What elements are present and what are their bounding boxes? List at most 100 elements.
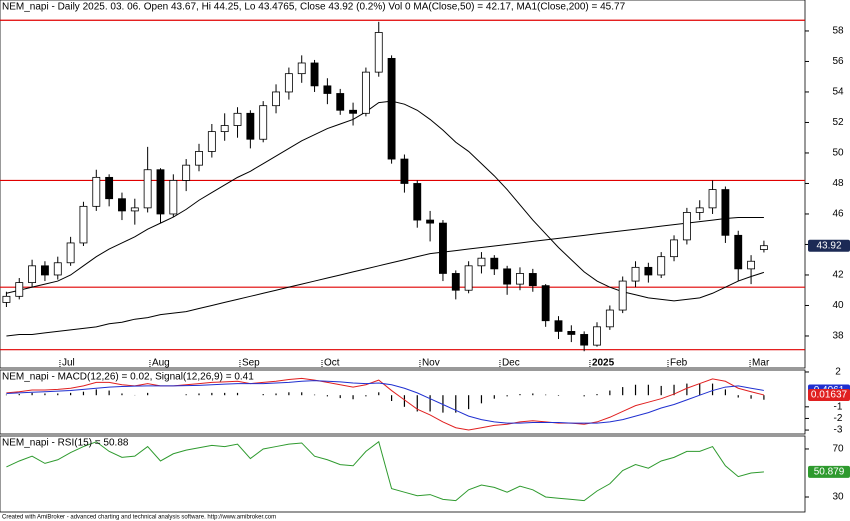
candle-body <box>490 257 499 270</box>
indicator-line <box>6 380 765 424</box>
candle-body <box>451 273 460 291</box>
candle-body <box>310 62 319 87</box>
candle-body <box>28 265 37 283</box>
candle-body <box>118 198 126 212</box>
pane <box>0 435 806 513</box>
candle-body <box>361 71 370 114</box>
y-tick-label: 46 <box>832 209 844 220</box>
candle-body <box>670 239 678 258</box>
x-tick-label: Oct <box>324 358 340 369</box>
pane-title: NEM_napi - MACD(12,26) = 0.02, Signal(12… <box>2 372 254 383</box>
y-tick-label: 40 <box>832 300 844 311</box>
candle-body <box>220 125 229 133</box>
candle-body <box>246 112 255 140</box>
candle-body <box>759 245 768 250</box>
x-tick-label: Sep <box>242 358 260 369</box>
x-tick-label: Nov <box>422 358 440 369</box>
candle-body <box>747 260 756 270</box>
indicator-line <box>6 440 764 502</box>
candle-body <box>130 207 139 212</box>
y-tick-label: 54 <box>832 87 844 98</box>
candle-body <box>323 85 332 94</box>
y-tick-label: 2 <box>835 367 841 378</box>
y-tick-label: 38 <box>832 331 844 342</box>
value-tag-label: 0.01637 <box>811 390 848 401</box>
candle-body <box>207 131 216 152</box>
candle-body <box>503 268 512 285</box>
candle-body <box>233 112 242 126</box>
candle-body <box>605 309 614 328</box>
y-tick-label: -2 <box>834 413 843 424</box>
candle-body <box>15 282 24 297</box>
y-tick-label: 30 <box>832 492 844 503</box>
candle-body <box>2 295 11 303</box>
candle-body <box>41 265 49 276</box>
candle-body <box>143 169 152 209</box>
candle-body <box>169 180 178 215</box>
candle-body <box>53 262 62 276</box>
candle-body <box>105 176 114 200</box>
candle-body <box>92 176 101 207</box>
candle-body <box>695 207 704 213</box>
candle-body <box>182 164 191 181</box>
candle-body <box>618 280 627 311</box>
moving-average <box>6 216 764 337</box>
moving-average <box>6 100 765 302</box>
candle-body <box>464 265 473 291</box>
candle-body <box>66 242 75 264</box>
candle-body <box>567 330 576 335</box>
y-tick-label: -3 <box>834 425 843 436</box>
candle-body <box>593 326 601 346</box>
candle-body <box>426 219 435 224</box>
candle-body <box>644 266 653 276</box>
candle-body <box>657 256 666 276</box>
x-tick-label: 2025 <box>592 358 615 369</box>
candle-body <box>682 212 691 241</box>
candle-body <box>413 183 422 221</box>
candle-body <box>336 93 345 111</box>
y-tick-label: 52 <box>832 117 844 128</box>
candle-body <box>374 32 383 73</box>
pane <box>0 369 806 435</box>
candle-body <box>259 105 268 140</box>
candle-body <box>580 334 589 346</box>
candle-body <box>477 257 486 267</box>
candle-body <box>516 273 524 285</box>
candle-body <box>387 58 396 160</box>
candle-body <box>297 62 306 75</box>
y-tick-label: 42 <box>832 270 844 281</box>
candle-body <box>631 266 640 282</box>
y-tick-label: -1 <box>834 401 843 412</box>
candle-body <box>156 169 165 215</box>
x-tick-label: Feb <box>670 358 688 369</box>
candle-body <box>554 320 563 332</box>
y-tick-label: 70 <box>832 444 844 455</box>
y-tick-label: 58 <box>832 26 844 37</box>
value-tag <box>808 389 850 402</box>
x-tick-label: Mar <box>752 358 770 369</box>
y-tick-label: 50 <box>832 148 844 159</box>
candle-body <box>721 189 730 236</box>
candle-body <box>79 205 88 244</box>
candle-body <box>400 158 409 184</box>
candle-body <box>272 91 280 107</box>
pane-title: NEM_napi - Daily 2025. 03. 06. Open 43.6… <box>2 2 626 13</box>
candle-body <box>349 109 358 114</box>
candle-body <box>439 222 447 274</box>
x-tick-label: Aug <box>152 358 170 369</box>
candle-body <box>528 273 537 287</box>
value-tag-label: 50.879 <box>814 467 845 478</box>
candle-body <box>734 234 743 270</box>
value-tag <box>808 239 850 252</box>
y-tick-label: 48 <box>832 178 844 189</box>
pane <box>0 0 806 369</box>
value-tag-label: 43.92 <box>816 240 841 251</box>
candle-body <box>541 285 550 322</box>
candle-body <box>195 151 203 166</box>
x-tick-label: Jul <box>62 358 75 369</box>
candle-body <box>284 73 293 93</box>
y-tick-label: 56 <box>832 56 844 67</box>
footer: Created with AmiBroker - advanced charti… <box>2 515 276 521</box>
candle-body <box>708 189 717 209</box>
